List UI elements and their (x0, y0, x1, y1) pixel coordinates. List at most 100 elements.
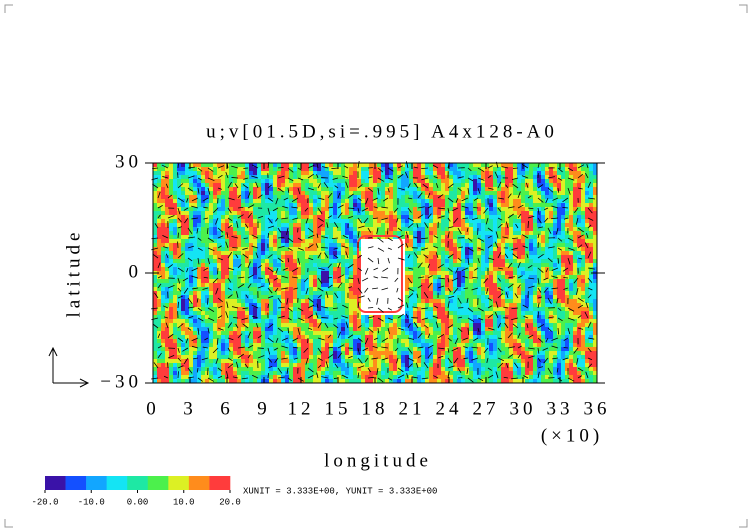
field-cell (169, 203, 174, 208)
field-cell (241, 167, 246, 172)
field-cell (381, 351, 386, 356)
field-cell (429, 375, 434, 380)
field-cell (221, 263, 226, 268)
field-cell (169, 359, 174, 364)
field-cell (245, 371, 250, 376)
field-cell (445, 247, 450, 252)
field-cell (409, 279, 414, 284)
field-cell (461, 315, 466, 320)
field-cell (181, 343, 186, 348)
field-cell (341, 231, 346, 236)
field-cell (453, 351, 458, 356)
field-cell (269, 291, 274, 296)
field-cell (501, 183, 506, 188)
field-cell (461, 227, 466, 232)
field-cell (357, 335, 362, 340)
field-cell (169, 219, 174, 224)
field-cell (177, 299, 182, 304)
field-cell (437, 259, 442, 264)
field-cell (297, 307, 302, 312)
field-cell (377, 255, 382, 260)
field-cell (453, 379, 458, 384)
field-cell (401, 315, 406, 320)
field-cell (329, 167, 334, 172)
field-cell (497, 283, 502, 288)
field-cell (417, 311, 422, 316)
field-cell (433, 239, 438, 244)
field-cell (413, 299, 418, 304)
field-cell (265, 303, 270, 308)
field-cell (321, 291, 326, 296)
field-cell (281, 347, 286, 352)
field-cell (161, 255, 166, 260)
field-cell (477, 343, 482, 348)
field-cell (429, 227, 434, 232)
field-cell (205, 347, 210, 352)
field-cell (357, 371, 362, 376)
field-cell (373, 191, 378, 196)
field-cell (457, 263, 462, 268)
field-cell (329, 295, 334, 300)
field-cell (357, 179, 362, 184)
field-cell (273, 319, 278, 324)
field-cell (365, 275, 370, 280)
field-cell (265, 243, 270, 248)
field-cell (309, 363, 314, 368)
field-cell (505, 287, 510, 292)
field-cell (409, 303, 414, 308)
field-cell (417, 167, 422, 172)
field-cell (305, 331, 310, 336)
field-cell (481, 323, 486, 328)
field-cell (365, 227, 370, 232)
field-cell (157, 327, 162, 332)
field-cell (209, 311, 214, 316)
field-cell (193, 251, 198, 256)
field-cell (345, 215, 350, 220)
field-cell (509, 215, 514, 220)
field-cell (317, 215, 322, 220)
field-cell (437, 179, 442, 184)
field-cell (425, 199, 430, 204)
field-cell (237, 379, 242, 384)
field-cell (225, 187, 230, 192)
field-cell (349, 163, 354, 168)
field-cell (457, 375, 462, 380)
field-cell (377, 211, 382, 216)
field-cell (509, 199, 514, 204)
field-cell (421, 171, 426, 176)
field-cell (357, 191, 362, 196)
field-cell (389, 339, 394, 344)
field-cell (465, 211, 470, 216)
field-cell (265, 231, 270, 236)
field-cell (285, 335, 290, 340)
field-cell (269, 191, 274, 196)
field-cell (281, 291, 286, 296)
field-cell (293, 355, 298, 360)
field-cell (269, 175, 274, 180)
field-cell (413, 171, 418, 176)
field-cell (501, 191, 506, 196)
field-cell (305, 215, 310, 220)
field-cell (357, 315, 362, 320)
field-cell (189, 347, 194, 352)
field-cell (397, 267, 402, 272)
field-cell (253, 271, 258, 276)
field-cell (253, 183, 258, 188)
field-cell (181, 339, 186, 344)
field-cell (197, 203, 202, 208)
field-cell (325, 351, 330, 356)
field-cell (253, 303, 258, 308)
field-cell (429, 215, 434, 220)
field-cell (369, 207, 374, 212)
field-cell (257, 247, 262, 252)
field-cell (381, 163, 386, 168)
field-cell (357, 167, 362, 172)
field-cell (189, 331, 194, 336)
field-cell (161, 271, 166, 276)
field-cell (437, 271, 442, 276)
field-cell (273, 187, 278, 192)
field-cell (353, 247, 358, 252)
field-cell (377, 187, 382, 192)
field-cell (245, 343, 250, 348)
field-cell (253, 163, 258, 168)
